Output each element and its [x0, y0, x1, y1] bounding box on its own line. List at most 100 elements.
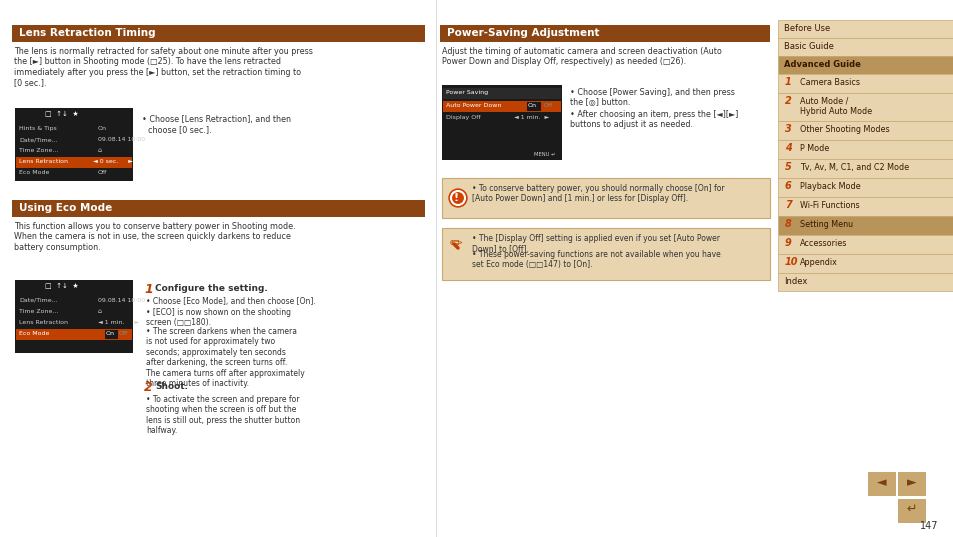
Text: ◄ 1 min.     ►: ◄ 1 min. ►	[98, 320, 139, 325]
Bar	[441, 228, 769, 280]
Text: Wi-Fi Functions: Wi-Fi Functions	[800, 201, 859, 210]
Text: 9: 9	[784, 238, 791, 248]
Text: 6: 6	[784, 181, 791, 191]
Text: ✏: ✏	[450, 236, 462, 251]
Text: Using Eco Mode: Using Eco Mode	[19, 203, 112, 213]
Text: 147: 147	[919, 521, 937, 531]
Text: ◄ 1 min.  ►: ◄ 1 min. ►	[514, 115, 549, 120]
Bar	[778, 273, 953, 291]
Text: • [ECO] is now shown on the shooting
screen (□□180).: • [ECO] is now shown on the shooting scr…	[146, 308, 291, 328]
Bar	[441, 178, 769, 218]
Bar	[15, 108, 132, 181]
Text: 8: 8	[784, 219, 791, 229]
Text: 7: 7	[784, 200, 791, 210]
Bar	[897, 472, 925, 496]
Bar	[778, 74, 953, 93]
Text: □  ↑↓  ★: □ ↑↓ ★	[45, 111, 78, 117]
Circle shape	[449, 189, 467, 207]
Text: Off: Off	[98, 170, 107, 175]
Bar	[778, 254, 953, 273]
Bar	[778, 235, 953, 254]
Text: MENU ↵: MENU ↵	[534, 152, 555, 157]
Text: 1: 1	[784, 77, 791, 87]
Text: P Mode: P Mode	[800, 144, 828, 153]
Text: • Choose [Power Saving], and then press
the [◎] button.: • Choose [Power Saving], and then press …	[569, 88, 734, 107]
Bar	[778, 178, 953, 197]
Text: 1: 1	[144, 283, 152, 296]
Bar	[12, 200, 424, 217]
Bar	[867, 472, 895, 496]
Text: ►: ►	[906, 476, 916, 489]
Bar	[778, 159, 953, 178]
Text: Date/Time...: Date/Time...	[19, 298, 57, 303]
Text: Tv, Av, M, C1, and C2 Mode: Tv, Av, M, C1, and C2 Mode	[800, 163, 908, 172]
Bar	[439, 25, 769, 42]
Text: 2: 2	[784, 96, 791, 106]
Text: Hints & Tips: Hints & Tips	[19, 126, 56, 131]
Text: Accessories: Accessories	[800, 239, 846, 248]
Text: Lens Retraction: Lens Retraction	[19, 159, 68, 164]
Bar	[778, 56, 953, 74]
Bar	[12, 25, 424, 42]
Text: Appendix: Appendix	[800, 258, 837, 267]
Bar	[16, 157, 132, 168]
Text: ↵: ↵	[905, 503, 916, 516]
Bar	[778, 38, 953, 56]
Bar	[778, 216, 953, 235]
Text: Off: Off	[543, 103, 553, 108]
Bar	[778, 121, 953, 140]
Text: Display Off: Display Off	[446, 115, 480, 120]
Text: Playback Mode: Playback Mode	[800, 182, 860, 191]
Bar	[16, 329, 132, 340]
Text: Shoot.: Shoot.	[154, 382, 188, 391]
Text: • To conserve battery power, you should normally choose [On] for
[Auto Power Dow: • To conserve battery power, you should …	[472, 184, 724, 204]
Bar	[442, 88, 560, 99]
Text: • These power-saving functions are not available when you have
set Eco mode (□□1: • These power-saving functions are not a…	[472, 250, 720, 270]
Bar	[442, 101, 560, 112]
Text: • To activate the screen and prepare for
shooting when the screen is off but the: • To activate the screen and prepare for…	[146, 395, 300, 435]
Text: ⌂: ⌂	[98, 148, 102, 153]
Bar	[15, 280, 132, 353]
Text: Auto Mode /
Hybrid Auto Mode: Auto Mode / Hybrid Auto Mode	[800, 97, 871, 117]
Text: Power Saving: Power Saving	[446, 90, 488, 95]
Text: Lens Retraction: Lens Retraction	[19, 320, 68, 325]
Text: Setting Menu: Setting Menu	[800, 220, 852, 229]
Text: □  ↑↓  ★: □ ↑↓ ★	[45, 283, 78, 289]
Text: Auto Power Down: Auto Power Down	[446, 103, 501, 108]
Text: • The [Display Off] setting is applied even if you set [Auto Power
Down] to [Off: • The [Display Off] setting is applied e…	[472, 234, 720, 253]
Text: Lens Retraction Timing: Lens Retraction Timing	[19, 28, 155, 38]
Text: This function allows you to conserve battery power in Shooting mode.
When the ca: This function allows you to conserve bat…	[14, 222, 295, 252]
Text: Configure the setting.: Configure the setting.	[154, 284, 268, 293]
Text: choose [0 sec.].: choose [0 sec.].	[148, 125, 212, 134]
Text: Off: Off	[119, 331, 128, 336]
Text: Advanced Guide: Advanced Guide	[783, 60, 860, 69]
Text: Time Zone...: Time Zone...	[19, 148, 58, 153]
Bar	[441, 85, 561, 160]
Text: On: On	[106, 331, 115, 336]
Text: Eco Mode: Eco Mode	[19, 331, 50, 336]
Text: • After choosing an item, press the [◄][►]
buttons to adjust it as needed.: • After choosing an item, press the [◄][…	[569, 110, 738, 129]
Text: 5: 5	[784, 162, 791, 172]
Bar	[526, 102, 540, 111]
Text: 4: 4	[784, 143, 791, 153]
Text: Before Use: Before Use	[783, 24, 829, 33]
Text: 2: 2	[144, 381, 152, 394]
Bar	[778, 93, 953, 121]
Bar	[778, 20, 953, 38]
Text: ◄ 0 sec.     ►: ◄ 0 sec. ►	[92, 159, 132, 164]
Text: 3: 3	[784, 124, 791, 134]
Text: ◄: ◄	[876, 476, 886, 489]
Text: • The screen darkens when the camera
is not used for approximately two
seconds; : • The screen darkens when the camera is …	[146, 327, 304, 388]
Text: Power-Saving Adjustment: Power-Saving Adjustment	[447, 28, 598, 38]
Text: On: On	[98, 126, 107, 131]
Text: Index: Index	[783, 277, 806, 286]
Text: ⌂: ⌂	[98, 309, 102, 314]
Text: 10: 10	[784, 257, 798, 267]
Bar	[897, 499, 925, 523]
Bar	[778, 140, 953, 159]
Text: !: !	[453, 193, 458, 203]
Text: 09.08.14 10:00: 09.08.14 10:00	[98, 298, 145, 303]
Text: 09.08.14 10:00: 09.08.14 10:00	[98, 137, 145, 142]
Text: Date/Time...: Date/Time...	[19, 137, 57, 142]
Text: • Choose [Lens Retraction], and then: • Choose [Lens Retraction], and then	[142, 115, 291, 124]
